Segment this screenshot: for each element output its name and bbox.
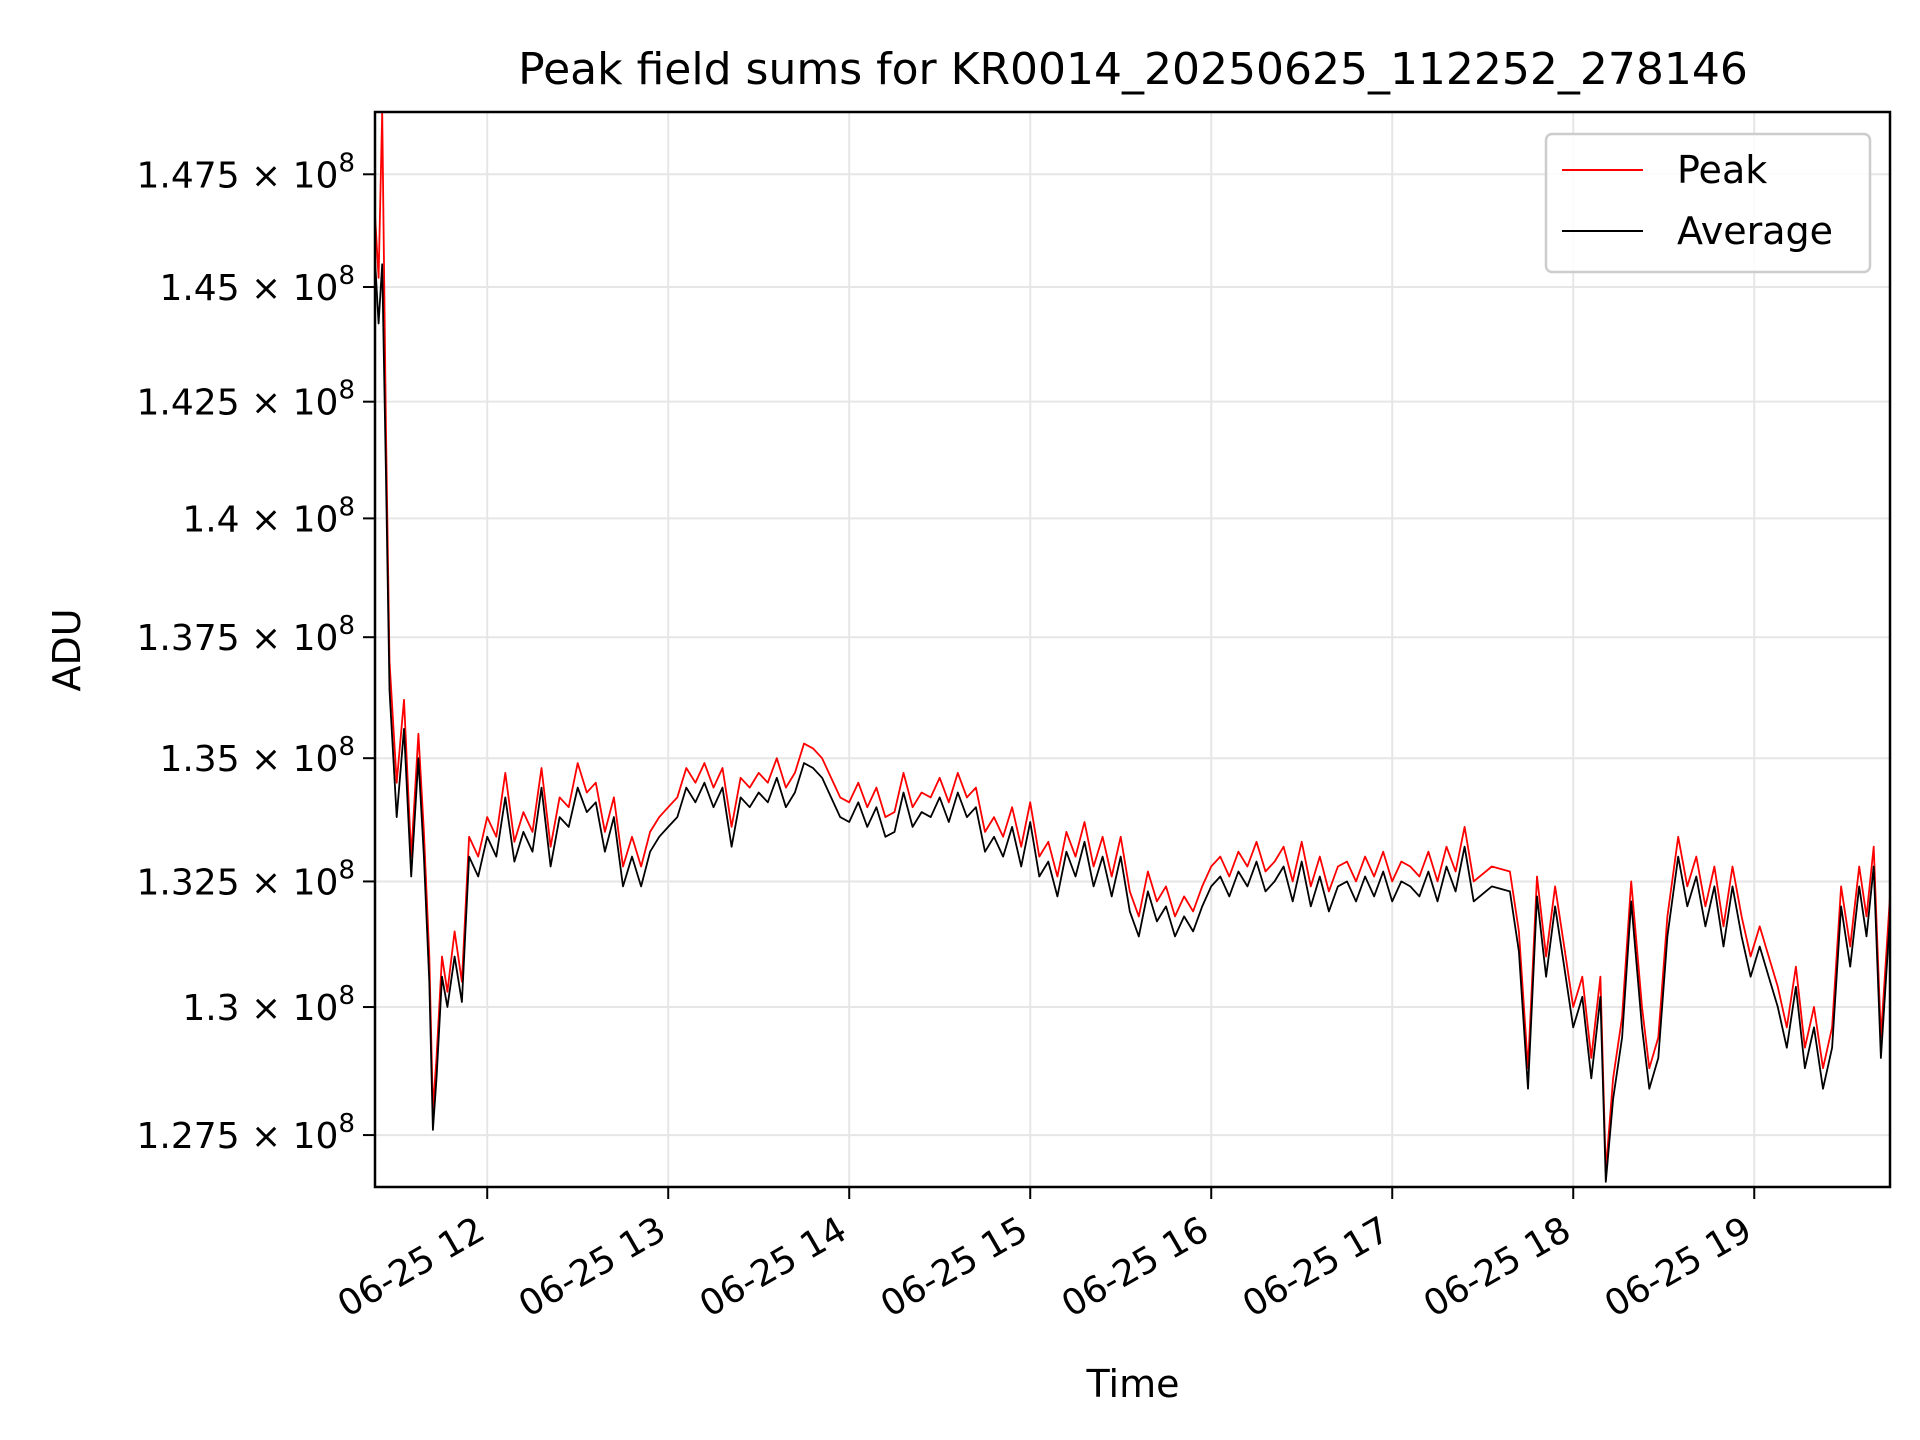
y-tick-base: × 10 [240,383,339,424]
y-tick-label: 1.4 × 108 [182,492,355,540]
legend: Peak Average [1544,132,1872,274]
y-tick-label: 1.45 × 108 [159,261,355,309]
y-tick-exponent: 8 [338,855,355,885]
chart-title: Peak field sums for KR0014_20250625_1122… [518,44,1748,95]
y-tick-label: 1.375 × 108 [137,611,355,659]
series-layer [375,112,1890,1183]
y-tick-exponent: 8 [338,611,355,641]
y-tick-label: 1.475 × 108 [137,148,355,196]
legend-average-label: Average [1677,209,1833,253]
grid-lines [375,112,1890,1187]
y-tick-base: × 10 [240,862,339,903]
y-tick-base: × 10 [240,1116,339,1157]
y-tick-base: × 10 [240,988,339,1029]
y-tick-exponent: 8 [338,492,355,522]
x-axis-label: Time [1086,1362,1180,1406]
y-tick-mantissa: 1.275 [137,1116,240,1157]
y-tick-base: × 10 [240,155,339,196]
legend-peak-label: Peak [1677,148,1767,192]
y-tick-label: 1.3 × 108 [182,981,355,1029]
y-tick-mantissa: 1.425 [137,383,240,424]
y-tick-base: × 10 [240,268,339,309]
y-tick-exponent: 8 [338,261,355,291]
y-tick-mantissa: 1.4 [182,499,239,540]
y-tick-label: 1.425 × 108 [137,376,355,424]
y-tick-mantissa: 1.45 [159,268,239,309]
series-line-peak [375,112,1890,1173]
y-tick-exponent: 8 [338,148,355,178]
y-tick-exponent: 8 [338,732,355,762]
y-tick-base: × 10 [240,618,339,659]
series-line-average [375,259,1890,1183]
y-axis-label: ADU [45,608,89,691]
y-tick-exponent: 8 [338,1109,355,1139]
plot-area-frame [373,110,1892,1189]
y-tick-mantissa: 1.475 [137,155,240,196]
y-tick-mantissa: 1.325 [137,862,240,903]
y-tick-label: 1.35 × 108 [159,732,355,780]
y-tick-mantissa: 1.3 [182,988,239,1029]
y-tick-label: 1.275 × 108 [137,1109,355,1157]
y-tick-label: 1.325 × 108 [137,855,355,903]
y-tick-mantissa: 1.35 [159,739,239,780]
y-tick-exponent: 8 [338,981,355,1011]
y-tick-base: × 10 [240,739,339,780]
y-tick-base: × 10 [240,499,339,540]
y-tick-exponent: 8 [338,376,355,406]
y-tick-mantissa: 1.375 [137,618,240,659]
legend-box [1544,132,1872,274]
